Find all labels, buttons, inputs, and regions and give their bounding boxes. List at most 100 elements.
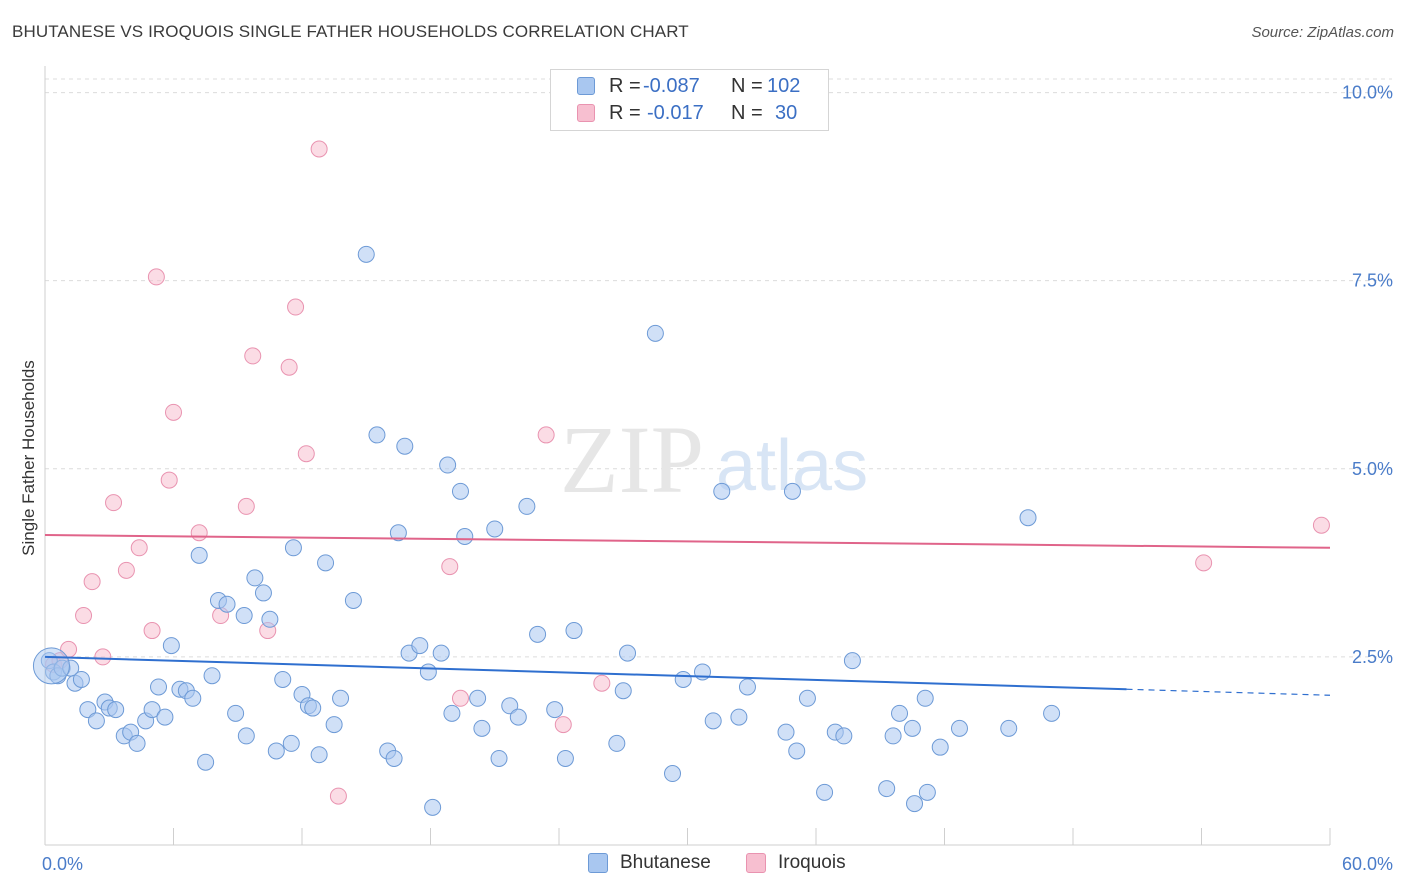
bhutanese-point [274, 670, 292, 688]
iroquois-point [147, 268, 165, 286]
bhutanese-point [664, 765, 682, 783]
bhutanese-point [783, 482, 801, 500]
bhutanese-trend-extension [1126, 688, 1331, 696]
bhutanese-point [931, 738, 949, 756]
bhutanese-point [432, 644, 450, 662]
bhutanese-point [456, 528, 474, 546]
chart-title: BHUTANESE VS IROQUOIS SINGLE FATHER HOUS… [12, 22, 689, 41]
bhutanese-point [843, 652, 861, 670]
bhutanese-point [424, 798, 442, 816]
bhutanese-point [950, 719, 968, 737]
legend-swatch-bhutanese [577, 77, 595, 95]
bhutanese-point [546, 701, 564, 719]
bhutanese-point [190, 546, 208, 564]
iroquois-point [94, 648, 112, 666]
bhutanese-point [227, 704, 245, 722]
bhutanese-point [254, 584, 272, 602]
bhutanese-point [1043, 704, 1061, 722]
iroquois-point [75, 607, 93, 625]
iroquois-trend-line [44, 534, 1331, 549]
axes [44, 66, 1331, 846]
bhutanese-point [419, 663, 437, 681]
bhutanese-point [1000, 719, 1018, 737]
bhutanese-point [501, 697, 519, 715]
bhutanese-point [197, 753, 215, 771]
iroquois-point [1312, 516, 1330, 534]
bhutanese-point [674, 670, 692, 688]
bhutanese-point [704, 712, 722, 730]
bhutanese-point [357, 245, 375, 263]
bhutanese-point [79, 701, 97, 719]
bhutanese-point [529, 625, 547, 643]
bhutanese-point [344, 591, 362, 609]
iroquois-point [165, 403, 182, 421]
iroquois-point [537, 426, 555, 444]
bhutanese-point [835, 727, 853, 745]
iroquois-point [190, 524, 208, 542]
bhutanese-point [777, 723, 795, 741]
trend-lines [44, 534, 1331, 696]
iroquois-point [593, 674, 611, 692]
legend-n-label: N = [731, 102, 763, 124]
bhutanese-point [218, 595, 236, 613]
iroquois-point [130, 539, 148, 557]
bhutanese-point [469, 689, 487, 707]
bhutanese-cluster-point [32, 647, 70, 685]
bhutanese-point [325, 716, 343, 734]
source-label: Source: ZipAtlas.com [1251, 24, 1394, 41]
legend-r-label: R = [609, 102, 641, 124]
bhutanese-point [107, 701, 125, 719]
bhutanese-point [565, 622, 583, 640]
iroquois-point [83, 573, 101, 591]
bhutanese-point [878, 780, 896, 798]
legend-swatch-iroquois [746, 853, 766, 873]
bhutanese-point [891, 704, 909, 722]
bhutanese-point [203, 667, 221, 685]
bhutanese-point [246, 569, 264, 587]
stats-legend: R = -0.087 N = 102 R = -0.017 N = 30 [550, 69, 829, 131]
iroquois-point [117, 561, 135, 579]
bhutanese-point [614, 682, 632, 700]
bhutanese-point [87, 712, 105, 730]
bhutanese-point [128, 734, 146, 752]
bhutanese-point [284, 539, 302, 557]
bhutanese-point [443, 704, 461, 722]
tick-labels: 2.5% 5.0% 7.5% 10.0% 0.0% 60.0% [42, 83, 1393, 874]
x-tick-label: 0.0% [42, 854, 83, 874]
iroquois-point [329, 787, 347, 805]
iroquois-point [244, 347, 262, 365]
bhutanese-point [267, 742, 285, 760]
legend-label-bhutanese: Bhutanese [620, 852, 711, 873]
bhutanese-point [411, 637, 429, 655]
bhutanese-point [788, 742, 806, 760]
y-axis-label: Single Father Households [19, 360, 38, 556]
iroquois-point [441, 558, 459, 576]
y-tick-label: 5.0% [1352, 459, 1393, 479]
bhutanese-point [730, 708, 748, 726]
bhutanese-point [608, 734, 626, 752]
iroquois-point [237, 497, 255, 515]
bhutanese-points [32, 245, 1061, 816]
bhutanese-point [439, 456, 457, 474]
bhutanese-point [1019, 509, 1037, 527]
bhutanese-point [916, 689, 934, 707]
bhutanese-point [162, 637, 180, 655]
bhutanese-point [518, 497, 536, 515]
bhutanese-point [396, 437, 414, 455]
legend-n-value: 102 [767, 75, 801, 97]
legend-label-iroquois: Iroquois [778, 852, 846, 873]
bhutanese-point [184, 689, 202, 707]
watermark-zip: ZIP [560, 406, 704, 513]
legend-swatch-iroquois [577, 104, 595, 122]
watermark: ZIP atlas [560, 406, 868, 513]
bhutanese-point [235, 607, 253, 625]
bhutanese-point [143, 701, 161, 719]
bhutanese-point [556, 749, 574, 767]
iroquois-point [160, 471, 178, 489]
legend-n-value: 30 [775, 102, 798, 124]
grid-lines [45, 78, 1392, 658]
iroquois-point [287, 298, 305, 316]
iroquois-point [554, 716, 572, 734]
y-tick-label: 7.5% [1352, 271, 1393, 291]
